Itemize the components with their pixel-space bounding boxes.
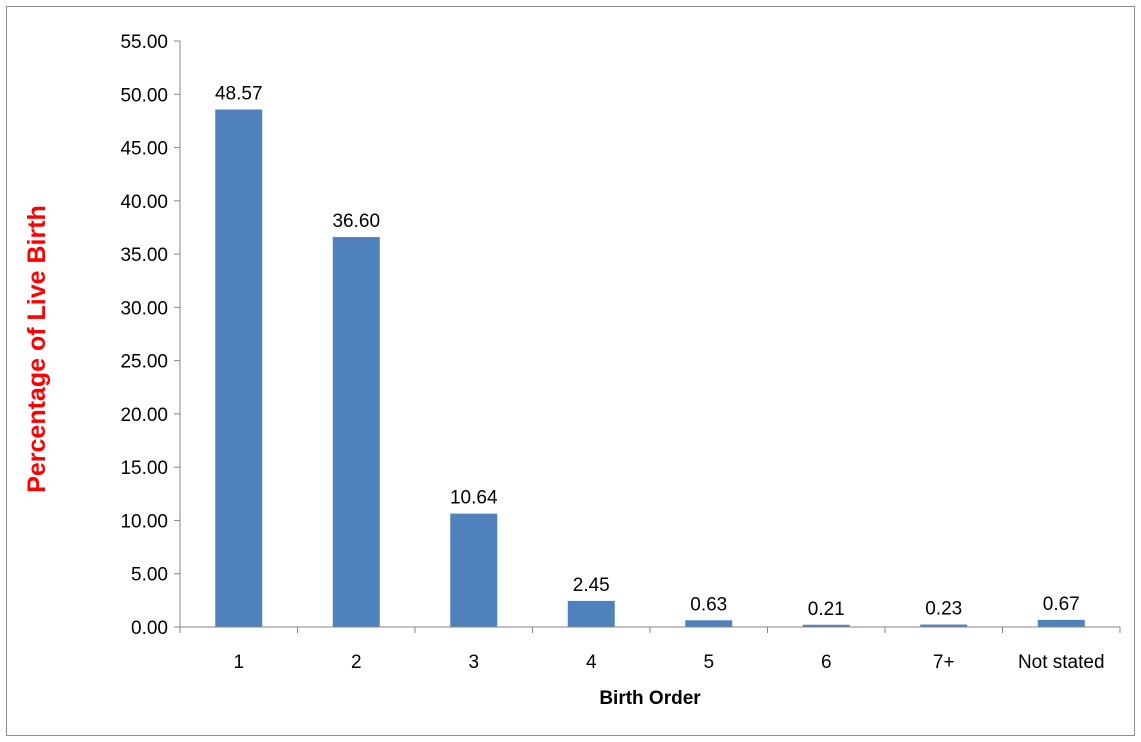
y-tick-label: 20.00 <box>120 405 168 426</box>
y-tick-label: 35.00 <box>120 245 168 266</box>
x-tick-label: 6 <box>821 652 832 673</box>
bar-value-label: 0.21 <box>808 599 845 620</box>
y-tick-label: 25.00 <box>120 352 168 373</box>
x-tick-label: 7+ <box>933 652 955 673</box>
y-tick-label: 0.00 <box>131 618 168 639</box>
bar-value-label: 10.64 <box>450 488 498 509</box>
data-labels: 48.57 36.60 10.64 2.45 0.63 0.21 0.23 0.67 <box>215 84 1080 620</box>
bar-value-label: 36.60 <box>332 211 380 232</box>
bar <box>450 513 498 627</box>
bar-chart: 0.005.0010.0015.0020.0025.0030.0035.0040… <box>23 32 1121 709</box>
x-axis-title: Birth Order <box>599 688 701 709</box>
x-tick-label: 4 <box>586 652 597 673</box>
y-axis-title: Percentage of Live Birth <box>23 205 51 493</box>
x-tick-label: 2 <box>351 652 362 673</box>
bar-value-label: 0.23 <box>925 599 962 620</box>
y-tick-label: 50.00 <box>120 85 168 106</box>
chart-frame: 0.00 5.00 10.00 15.00 20.00 25.00 30.00 35.00 40… <box>6 6 1135 736</box>
x-axis-ticks: 1 2 3 4 5 6 7+ Not stated <box>179 627 1121 673</box>
y-axis-ticks: 0.00 5.00 10.00 15.00 20.00 25.00 30.00 35.00 40… <box>120 32 180 639</box>
y-tick-label: 45.00 <box>120 139 168 160</box>
bar <box>802 624 850 627</box>
y-tick-label: 55.00 <box>120 32 168 53</box>
bar-value-label: 0.67 <box>1043 594 1080 615</box>
y-tick-label: 15.00 <box>120 458 168 479</box>
bar-value-label: 2.45 <box>573 575 610 596</box>
bar-value-label: 0.63 <box>690 594 727 615</box>
bar <box>1037 619 1085 627</box>
bars <box>215 109 1085 627</box>
bar <box>332 237 380 627</box>
y-tick-label: 5.00 <box>131 565 168 586</box>
y-tick-label: 30.00 <box>120 298 168 319</box>
x-tick-label: 1 <box>233 652 244 673</box>
bar-value-label: 48.57 <box>215 84 263 105</box>
y-tick-label: 40.00 <box>120 192 168 213</box>
bar <box>685 620 733 627</box>
y-tick-label: 10.00 <box>120 511 168 532</box>
bar <box>215 109 263 627</box>
x-tick-label: Not stated <box>1018 652 1105 673</box>
x-tick-label: 5 <box>703 652 714 673</box>
bar <box>567 600 615 627</box>
bar <box>920 624 968 627</box>
x-tick-label: 3 <box>468 652 479 673</box>
